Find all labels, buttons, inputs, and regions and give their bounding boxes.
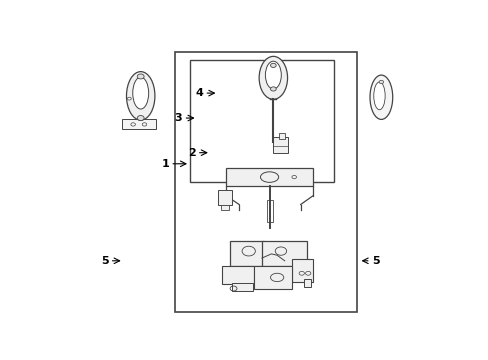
Bar [189, 60, 333, 182]
Text: 3: 3 [174, 113, 182, 123]
Text: 5: 5 [371, 256, 379, 266]
Ellipse shape [137, 116, 144, 121]
Bar [292, 260, 312, 282]
Ellipse shape [270, 87, 276, 91]
Bar [122, 120, 156, 129]
Bar [273, 137, 287, 153]
Ellipse shape [132, 77, 148, 109]
Bar [266, 200, 272, 222]
Bar [303, 279, 311, 287]
Bar [231, 283, 252, 291]
Text: 2: 2 [187, 148, 195, 158]
Text: 5: 5 [101, 256, 108, 266]
Bar [262, 242, 307, 266]
Bar [218, 190, 231, 205]
Text: 1: 1 [161, 159, 169, 169]
Bar [221, 204, 228, 210]
Ellipse shape [259, 57, 287, 99]
Ellipse shape [378, 80, 383, 84]
Ellipse shape [126, 72, 155, 120]
Ellipse shape [137, 74, 144, 79]
Ellipse shape [127, 97, 131, 100]
Ellipse shape [265, 61, 281, 89]
Bar [279, 133, 285, 139]
Bar [175, 51, 356, 312]
Bar [254, 266, 292, 288]
Bar [229, 242, 264, 266]
Bar [222, 266, 254, 284]
Text: 4: 4 [195, 88, 203, 98]
Bar [225, 168, 312, 186]
Ellipse shape [373, 82, 385, 110]
Ellipse shape [369, 75, 392, 120]
Ellipse shape [270, 63, 276, 67]
